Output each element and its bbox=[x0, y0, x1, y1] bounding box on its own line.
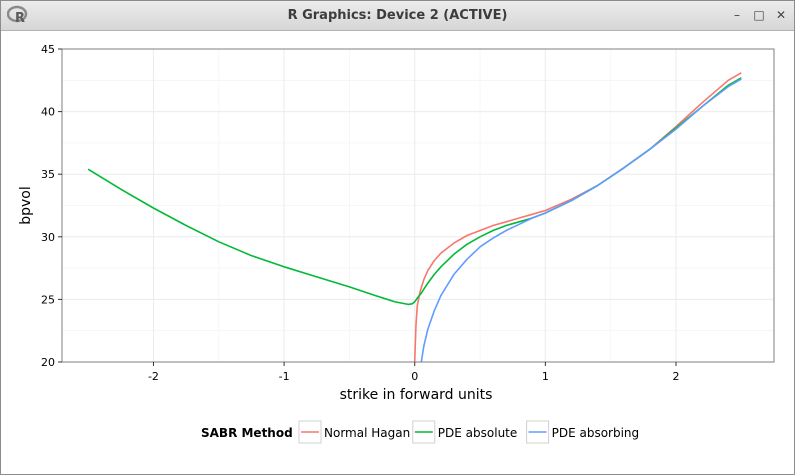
x-tick-label: 0 bbox=[411, 370, 418, 383]
x-tick-label: 2 bbox=[673, 370, 680, 383]
minimize-button[interactable]: – bbox=[734, 8, 740, 22]
plot-canvas: -2 -1 0 1 2 20 25 30 35 40 45 strike in forward un… bbox=[18, 43, 775, 444]
window-title: R Graphics: Device 2 (ACTIVE) bbox=[287, 8, 508, 23]
y-axis-title: bpvol bbox=[18, 186, 34, 225]
axes: -2 -1 0 1 2 20 25 30 35 40 45 bbox=[41, 43, 680, 383]
series-line-pde-absorbing bbox=[420, 78, 742, 363]
y-tick-label: 40 bbox=[41, 106, 55, 119]
title-bar[interactable]: R R Graphics: Device 2 (ACTIVE) – □ ✕ bbox=[1, 1, 794, 31]
legend-label-pde-absolute: PDE absolute bbox=[438, 426, 517, 440]
y-tick-label: 20 bbox=[41, 356, 55, 369]
y-tick-label: 35 bbox=[41, 168, 55, 181]
x-tick-label: -2 bbox=[148, 370, 159, 383]
legend: SABR Method Normal Hagan PDE absolute PDE … bbox=[201, 420, 640, 444]
x-axis-title: strike in forward units bbox=[340, 387, 493, 403]
y-tick-label: 30 bbox=[41, 231, 55, 244]
series-layer bbox=[87, 72, 742, 363]
close-button[interactable]: ✕ bbox=[775, 8, 787, 22]
legend-title: SABR Method bbox=[201, 426, 293, 440]
y-tick-label: 45 bbox=[41, 43, 55, 56]
x-tick-label: 1 bbox=[542, 370, 549, 383]
legend-label-normal-hagan: Normal Hagan bbox=[324, 426, 410, 440]
legend-label-pde-absorbing: PDE absorbing bbox=[552, 426, 640, 440]
plot-panel-border bbox=[61, 48, 775, 363]
x-tick-label: -1 bbox=[279, 370, 290, 383]
svg-text:R: R bbox=[15, 11, 25, 25]
y-tick-label: 25 bbox=[41, 293, 55, 306]
maximize-button[interactable]: □ bbox=[753, 8, 765, 22]
r-logo-icon: R bbox=[7, 5, 28, 25]
